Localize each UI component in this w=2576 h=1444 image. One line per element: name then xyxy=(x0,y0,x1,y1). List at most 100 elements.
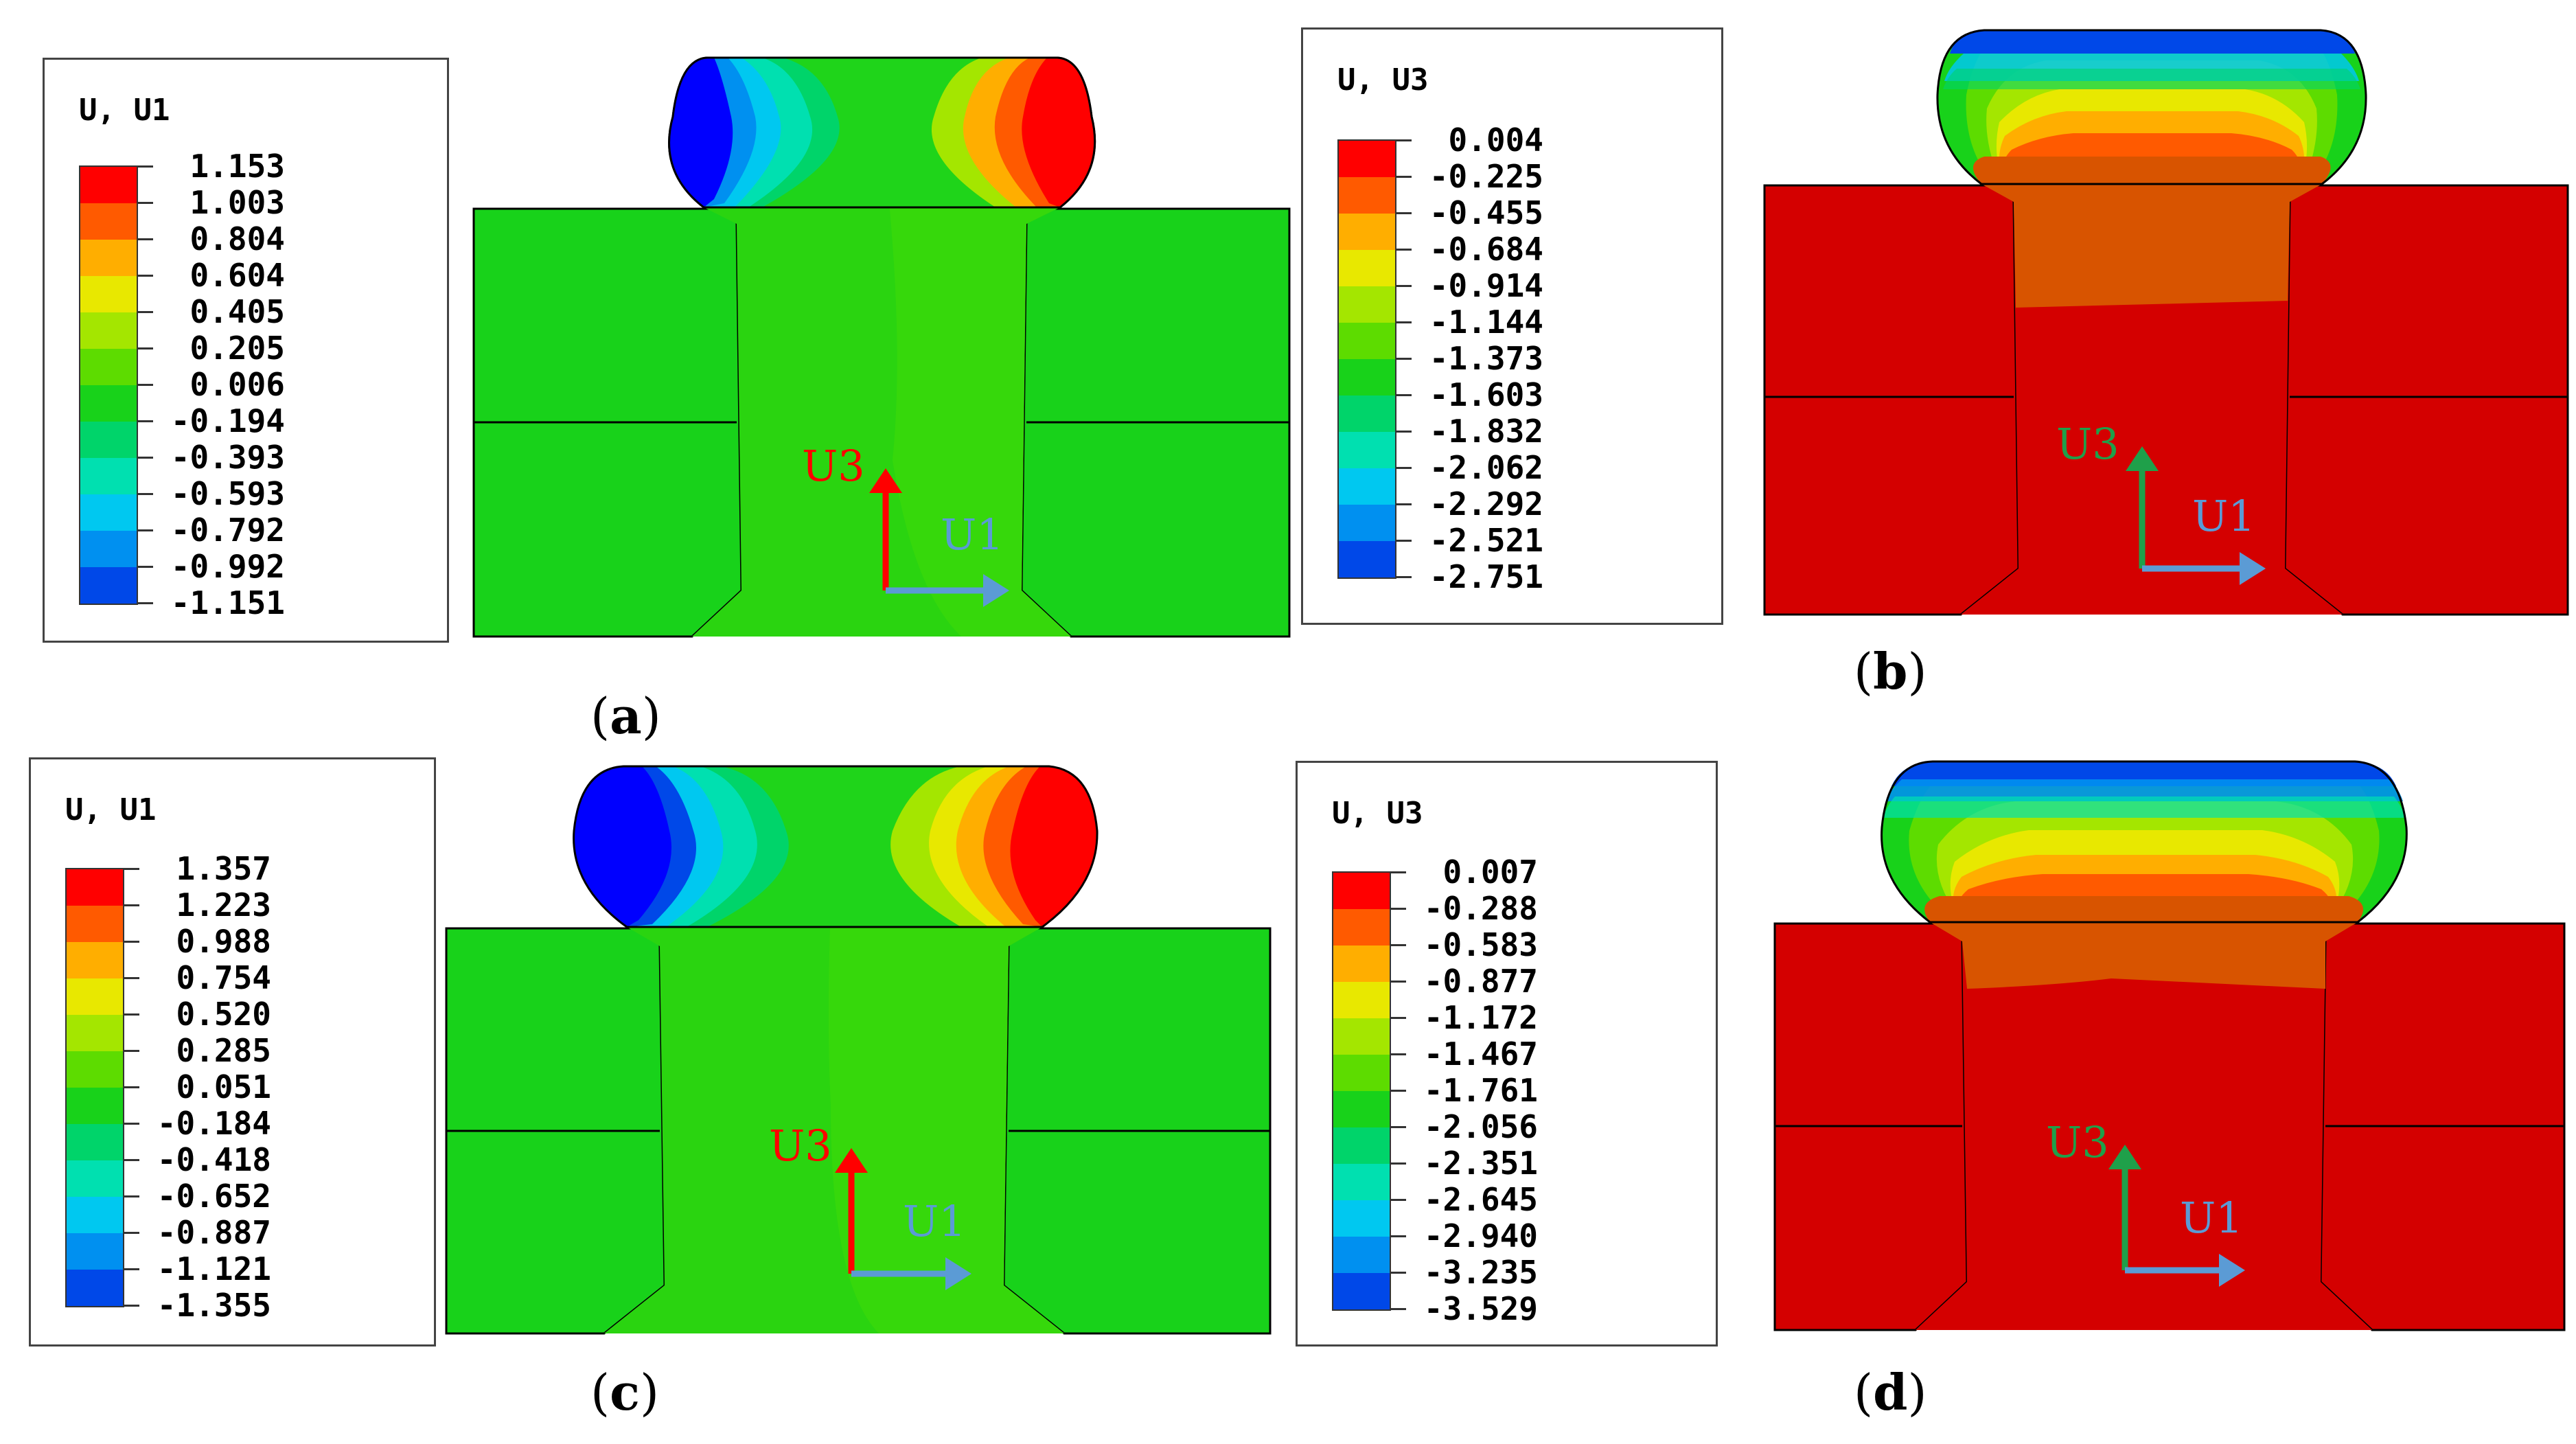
legend-swatch xyxy=(1339,323,1395,359)
legend-swatch xyxy=(1333,1200,1390,1237)
legend-swatch xyxy=(1333,1091,1390,1127)
legend-swatch xyxy=(1333,1055,1390,1091)
legend-value: -1.121 xyxy=(157,1250,271,1287)
legend-tick xyxy=(1395,358,1412,360)
legend-swatch xyxy=(1339,468,1395,505)
legend-swatch xyxy=(1339,541,1395,577)
panel-d-contour: U3 U1 xyxy=(1773,760,2566,1331)
legend-value: 0.520 xyxy=(176,996,271,1033)
legend-swatch xyxy=(80,349,137,385)
legend-tick xyxy=(137,566,153,568)
legend-tick xyxy=(1390,1199,1406,1201)
legend-tick xyxy=(1390,1235,1406,1237)
legend-tick xyxy=(123,1123,139,1125)
axis-label-u1: U1 xyxy=(2180,1193,2243,1243)
legend-tick xyxy=(123,868,139,870)
legend-value: -0.393 xyxy=(170,439,285,476)
legend-tick xyxy=(137,311,153,313)
panel-c-contour: U3 U1 xyxy=(445,765,1272,1335)
legend-tick xyxy=(1390,871,1406,873)
legend-value: 1.357 xyxy=(176,850,271,887)
legend-value: -0.583 xyxy=(1423,926,1538,963)
legend-value: 0.988 xyxy=(176,923,271,960)
legend-swatch xyxy=(67,1124,123,1160)
legend-value: -0.288 xyxy=(1423,890,1538,927)
legend-tick xyxy=(1390,981,1406,983)
subfigure-label-a: (a) xyxy=(590,687,661,745)
axis-label-u1: U1 xyxy=(903,1196,966,1246)
legend-swatches xyxy=(1332,871,1391,1311)
legend-tick xyxy=(123,1086,139,1088)
legend-value: -3.235 xyxy=(1423,1254,1538,1291)
panel-a-contour: U3 U1 xyxy=(472,56,1291,638)
legend-value: 0.754 xyxy=(176,959,271,996)
legend-tick xyxy=(137,420,153,422)
legend-swatch xyxy=(67,1233,123,1270)
legend-value: -2.351 xyxy=(1423,1145,1538,1182)
legend-tick xyxy=(1395,394,1412,396)
legend-swatch xyxy=(1333,1127,1390,1164)
legend-tick xyxy=(137,602,153,604)
legend-value: -1.603 xyxy=(1429,376,1543,413)
legend-value: -0.184 xyxy=(157,1105,271,1142)
legend-tick xyxy=(123,904,139,906)
legend-value: -2.521 xyxy=(1429,522,1543,559)
legend-swatch xyxy=(67,978,123,1015)
legend-value: -0.418 xyxy=(157,1141,271,1178)
legend-value: -1.144 xyxy=(1429,303,1543,341)
legend-tick xyxy=(1395,540,1412,542)
legend-value: -1.151 xyxy=(170,584,285,621)
legend-value: -2.056 xyxy=(1423,1108,1538,1145)
legend-value: -1.355 xyxy=(157,1287,271,1324)
legend-tick xyxy=(1395,576,1412,578)
legend-tick xyxy=(123,1305,139,1307)
legend-value: 0.004 xyxy=(1448,122,1543,159)
legend-value: -3.529 xyxy=(1423,1290,1538,1327)
legend-value: -0.684 xyxy=(1429,231,1543,268)
legend-tick xyxy=(1395,321,1412,323)
axis-label-u1: U1 xyxy=(941,509,1004,560)
legend-swatch xyxy=(67,1197,123,1233)
legend-swatch xyxy=(1333,1164,1390,1200)
legend-tick xyxy=(1395,467,1412,469)
legend-swatch xyxy=(80,167,137,203)
legend-swatch xyxy=(1333,946,1390,982)
legend-swatches xyxy=(1337,139,1396,579)
legend-tick xyxy=(1395,431,1412,433)
legend-value: 0.007 xyxy=(1442,853,1538,891)
legend-tick xyxy=(123,1268,139,1270)
legend-tick xyxy=(1395,285,1412,287)
legend-swatch xyxy=(67,1270,123,1306)
legend-value: -0.593 xyxy=(170,475,285,512)
subfigure-label-d: (d) xyxy=(1854,1363,1927,1421)
legend-tick xyxy=(137,238,153,240)
legend-tick xyxy=(137,202,153,204)
legend-tick xyxy=(123,1232,139,1234)
legend-swatch xyxy=(80,458,137,494)
legend-swatch xyxy=(80,567,137,604)
legend-swatch xyxy=(1333,982,1390,1018)
legend-d: U, U3 0.007 -0.288 -0.583 -0.877 -1.172 -1.46… xyxy=(1296,761,1718,1346)
legend-value: 0.285 xyxy=(176,1032,271,1069)
axis-label-u3: U3 xyxy=(802,441,865,491)
legend-swatch xyxy=(80,240,137,276)
legend-swatch xyxy=(1333,1273,1390,1309)
legend-swatch xyxy=(67,1160,123,1197)
legend-swatch xyxy=(1339,250,1395,286)
legend-value: -0.455 xyxy=(1429,194,1543,231)
legend-title: U, U3 xyxy=(1337,62,1429,98)
legend-value: 0.405 xyxy=(189,293,285,330)
legend-swatch xyxy=(1339,286,1395,323)
legend-swatch xyxy=(80,276,137,312)
legend-tick xyxy=(1390,1272,1406,1274)
legend-swatch xyxy=(67,906,123,942)
legend-title: U, U1 xyxy=(79,93,170,128)
legend-title: U, U3 xyxy=(1332,796,1423,831)
subfigure-label-b: (b) xyxy=(1854,642,1927,700)
legend-tick xyxy=(137,165,153,168)
legend-swatch xyxy=(80,494,137,531)
legend-swatch xyxy=(1333,873,1390,909)
legend-tick xyxy=(137,529,153,531)
legend-tick xyxy=(1390,1090,1406,1092)
legend-swatch xyxy=(67,1088,123,1124)
